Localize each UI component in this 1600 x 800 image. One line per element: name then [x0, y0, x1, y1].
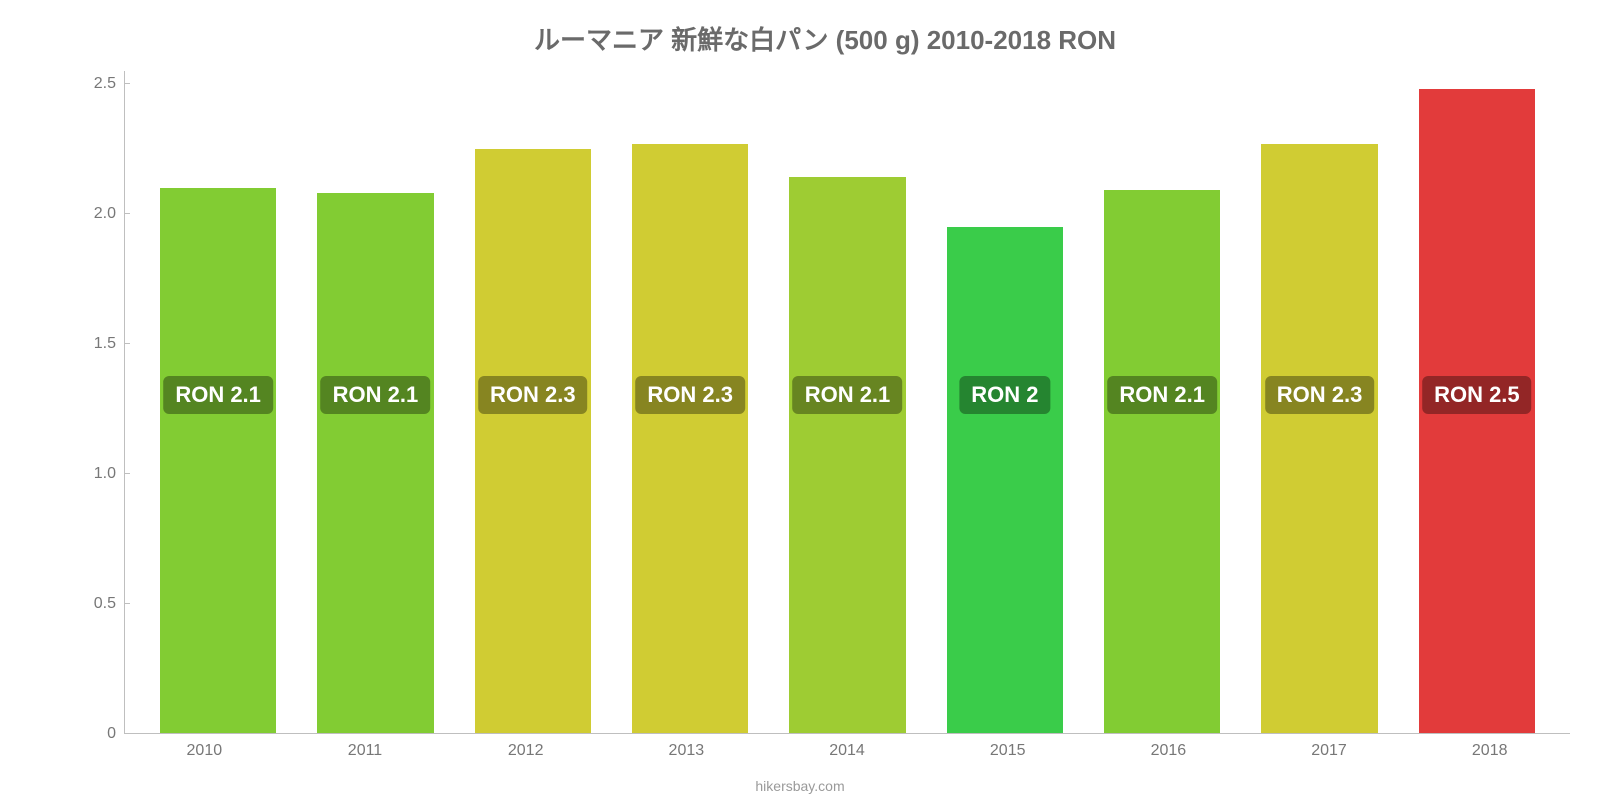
- bar: [1261, 144, 1377, 733]
- y-tick-label: 2.5: [76, 75, 116, 93]
- plot: RON 2.1RON 2.1RON 2.3RON 2.3RON 2.1RON 2…: [124, 71, 1570, 734]
- bars-container: RON 2.1RON 2.1RON 2.3RON 2.3RON 2.1RON 2…: [125, 71, 1570, 733]
- x-tick-label: 2012: [445, 734, 606, 760]
- bar: [475, 149, 591, 733]
- y-axis: 00.51.01.52.02.5: [80, 71, 124, 734]
- x-tick-label: 2013: [606, 734, 767, 760]
- x-tick-label: 2016: [1088, 734, 1249, 760]
- bar-slot: RON 2.3: [611, 71, 768, 733]
- y-tick-label: 0: [76, 725, 116, 743]
- y-tick-label: 1.0: [76, 465, 116, 483]
- chart-title: ルーマニア 新鮮な白パン (500 g) 2010-2018 RON: [80, 20, 1570, 57]
- x-tick-label: 2015: [927, 734, 1088, 760]
- bar-slot: RON 2.5: [1398, 71, 1555, 733]
- bar-slot: RON 2.1: [139, 71, 296, 733]
- x-tick-label: 2011: [285, 734, 446, 760]
- bar-slot: RON 2.1: [297, 71, 454, 733]
- source-attribution: hikersbay.com: [755, 778, 844, 794]
- y-tick-label: 1.5: [76, 335, 116, 353]
- bar: [632, 144, 748, 733]
- bar: [317, 193, 433, 733]
- bar: [1104, 190, 1220, 733]
- y-tick-label: 0.5: [76, 595, 116, 613]
- y-tick-label: 2.0: [76, 205, 116, 223]
- x-tick-label: 2018: [1409, 734, 1570, 760]
- plot-area: 00.51.01.52.02.5 RON 2.1RON 2.1RON 2.3RO…: [80, 71, 1570, 734]
- bar: [160, 188, 276, 733]
- bar: [1419, 89, 1535, 733]
- x-tick-label: 2010: [124, 734, 285, 760]
- bar: [947, 227, 1063, 733]
- bar-slot: RON 2.3: [1241, 71, 1398, 733]
- bar-slot: RON 2.1: [1084, 71, 1241, 733]
- bread-price-chart: ルーマニア 新鮮な白パン (500 g) 2010-2018 RON 00.51…: [0, 0, 1600, 800]
- bar-slot: RON 2: [926, 71, 1083, 733]
- bar-slot: RON 2.1: [769, 71, 926, 733]
- bar: [789, 177, 905, 733]
- x-tick-label: 2014: [767, 734, 928, 760]
- x-tick-label: 2017: [1249, 734, 1410, 760]
- x-axis-labels: 201020112012201320142015201620172018: [80, 734, 1570, 760]
- bar-slot: RON 2.3: [454, 71, 611, 733]
